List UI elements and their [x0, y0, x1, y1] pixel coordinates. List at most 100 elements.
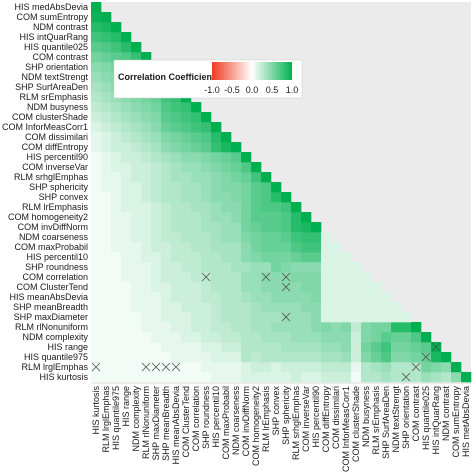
heatmap-cell	[311, 302, 322, 313]
heatmap-cell	[181, 122, 192, 133]
heatmap-cell	[231, 192, 242, 203]
heatmap-cell	[301, 232, 312, 243]
heatmap-cell	[371, 352, 382, 363]
heatmap-cell	[261, 312, 272, 323]
heatmap-cell	[241, 272, 252, 283]
cross-mark	[161, 362, 171, 372]
heatmap-cell	[191, 352, 202, 363]
cross-mark	[171, 362, 181, 372]
heatmap-cell	[211, 352, 222, 363]
heatmap-cell	[241, 362, 252, 373]
heatmap-cell	[121, 52, 132, 63]
heatmap-cell	[141, 352, 152, 363]
x-tick-label: SHP convex	[271, 386, 281, 436]
heatmap-cell	[131, 122, 142, 133]
heatmap-cell	[101, 12, 112, 23]
heatmap-cell	[351, 352, 362, 363]
heatmap-cell	[211, 372, 222, 383]
cross-mark	[411, 362, 421, 372]
heatmap-cell	[361, 362, 372, 373]
heatmap-cell	[111, 262, 122, 273]
heatmap-cell	[151, 122, 162, 133]
heatmap-cell	[161, 132, 172, 143]
heatmap-cell	[281, 372, 292, 383]
heatmap-cell	[181, 282, 192, 293]
heatmap-cell	[311, 252, 322, 263]
x-tick-label: NDM textStrengt	[391, 386, 401, 453]
heatmap-cell	[211, 272, 222, 283]
heatmap-cell	[311, 222, 322, 233]
heatmap-cell	[111, 252, 122, 263]
heatmap-cell	[111, 242, 122, 253]
heatmap-cell	[121, 202, 132, 213]
heatmap-cell	[171, 142, 182, 153]
heatmap-cell	[341, 372, 352, 383]
heatmap-cell	[291, 212, 302, 223]
cross-mark	[431, 342, 441, 352]
heatmap-cell	[161, 252, 172, 263]
heatmap-cell	[91, 372, 102, 383]
heatmap-cell	[111, 172, 122, 183]
heatmap-cell	[181, 352, 192, 363]
heatmap-cell	[91, 222, 102, 233]
heatmap-cell	[341, 352, 352, 363]
heatmap-cell	[181, 262, 192, 273]
heatmap-cell	[161, 172, 172, 183]
heatmap-cell	[151, 102, 162, 113]
heatmap-cell	[231, 142, 242, 153]
x-tick-label: HIS meanAbsDevia	[171, 386, 181, 465]
heatmap-cell	[181, 162, 192, 173]
heatmap-cell	[341, 262, 352, 273]
heatmap-cell	[331, 292, 342, 303]
heatmap-cell	[141, 112, 152, 123]
heatmap-cell	[151, 292, 162, 303]
heatmap-cell	[101, 172, 112, 183]
heatmap-cell	[451, 372, 462, 383]
heatmap-cell	[201, 372, 212, 383]
heatmap-cell	[221, 342, 232, 353]
heatmap-cell	[321, 242, 332, 253]
heatmap-cell	[361, 292, 372, 303]
heatmap-cell	[131, 152, 142, 163]
heatmap-cell	[131, 212, 142, 223]
heatmap-cell	[91, 2, 102, 13]
heatmap-cell	[101, 132, 112, 143]
heatmap-cell	[241, 192, 252, 203]
heatmap-cell	[261, 242, 272, 253]
heatmap-cell	[351, 322, 362, 333]
heatmap-cell	[231, 282, 242, 293]
heatmap-cell	[301, 322, 312, 333]
heatmap-cell	[191, 182, 202, 193]
heatmap-cell	[341, 302, 352, 313]
heatmap-cell	[271, 252, 282, 263]
heatmap-cell	[261, 342, 272, 353]
heatmap-cell	[251, 212, 262, 223]
heatmap-cell	[191, 232, 202, 243]
heatmap-cell	[331, 242, 342, 253]
y-tick-label: COM dissimilari	[25, 132, 88, 142]
heatmap-cell	[161, 372, 172, 383]
heatmap-cell	[411, 342, 422, 353]
heatmap-cell	[141, 262, 152, 273]
heatmap-cell	[121, 342, 132, 353]
legend-tick-labels: -1.0 -0.5 0.0 0.5 1.0	[204, 85, 298, 95]
heatmap-cell	[91, 32, 102, 43]
heatmap-cell	[131, 132, 142, 143]
y-tick-label: HIS intQuarRang	[19, 32, 88, 42]
y-tick-label: RLM srEmphasis	[19, 92, 88, 102]
heatmap-cell	[141, 292, 152, 303]
heatmap-cell	[231, 372, 242, 383]
heatmap-cell	[101, 112, 112, 123]
heatmap-cell	[111, 112, 122, 123]
heatmap-cell	[111, 52, 122, 63]
heatmap-cell	[101, 202, 112, 213]
heatmap-cell	[391, 332, 402, 343]
heatmap-cell	[301, 342, 312, 353]
heatmap-cell	[261, 302, 272, 313]
heatmap-cell	[231, 362, 242, 373]
heatmap-cell	[151, 232, 162, 243]
heatmap-cell	[91, 302, 102, 313]
heatmap-cell	[111, 212, 122, 223]
heatmap-cell	[191, 362, 202, 373]
heatmap-cell	[121, 162, 132, 173]
